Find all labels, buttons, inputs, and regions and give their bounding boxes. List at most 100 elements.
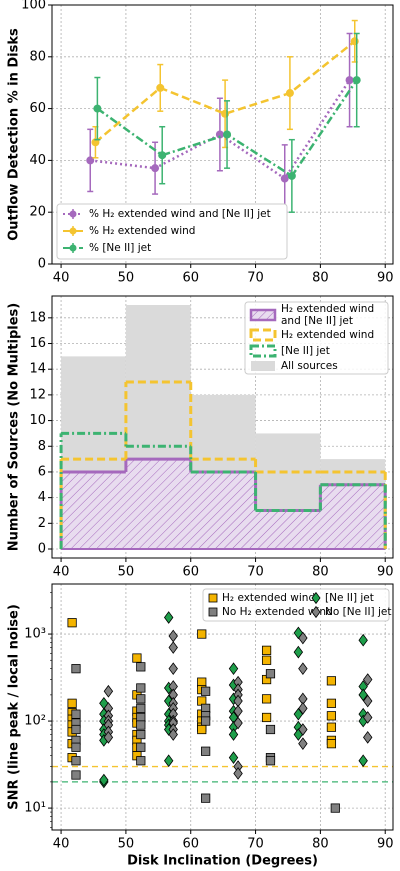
legend-patch (251, 361, 275, 371)
x-tick-label: 90 (377, 271, 394, 286)
x-tick-label: 60 (182, 837, 199, 852)
x-tick-label: 40 (53, 837, 70, 852)
point (285, 89, 294, 98)
x-tick-label: 40 (53, 565, 70, 580)
y-tick-label: 40 (29, 153, 46, 168)
legend-label: H₂ extended wind and [Ne II] jet (281, 303, 375, 327)
point (287, 171, 296, 180)
point (168, 662, 178, 676)
point (136, 729, 146, 740)
point (201, 716, 211, 726)
y-tick-label: 14 (29, 362, 46, 377)
legend-patch (249, 328, 277, 342)
point (71, 664, 81, 674)
legend-box (56, 203, 288, 260)
x-tick-label: 80 (312, 565, 329, 580)
legend-marker (208, 593, 218, 603)
point (163, 754, 174, 768)
y-tick-label: 6 (38, 464, 46, 479)
point (201, 793, 211, 803)
x-tick-label: 70 (247, 565, 264, 580)
y-tick-label: 12 (29, 387, 46, 402)
hist-hatch (255, 510, 321, 550)
x-tick-label: 80 (312, 271, 329, 286)
legend-label: No H₂ extended wind (222, 606, 333, 618)
y-tick-label: 8 (38, 439, 46, 454)
point (223, 130, 232, 139)
legend-label: % [Ne II] jet (89, 242, 151, 254)
point (326, 739, 337, 749)
point (197, 724, 207, 735)
plot-frame (51, 583, 394, 831)
point (350, 37, 359, 46)
point (261, 712, 272, 723)
legend-patch (249, 344, 277, 358)
point (293, 645, 304, 659)
legend-marker (69, 210, 77, 218)
series-line (90, 79, 351, 181)
point (330, 803, 340, 813)
point (71, 770, 81, 780)
legend-marker (208, 607, 218, 617)
point (132, 653, 142, 663)
point (136, 683, 146, 693)
point (228, 728, 239, 741)
y-tick-label: 10 (29, 413, 46, 428)
point (201, 746, 211, 756)
x-tick-label: 50 (118, 565, 135, 580)
point (99, 773, 109, 787)
legend-box (202, 588, 390, 622)
x-tick-label: 70 (247, 837, 264, 852)
legend-label: All sources (281, 360, 338, 372)
legend-label: % H₂ extended wind and [Ne II] jet (89, 208, 271, 220)
point (215, 130, 224, 139)
point (103, 684, 114, 698)
y-tick-label: 2 (38, 516, 46, 531)
point (261, 645, 272, 655)
point (265, 724, 276, 735)
point (326, 711, 337, 721)
y-tick-label: 60 (29, 101, 46, 116)
x-tick-label: 50 (118, 837, 135, 852)
point (345, 76, 354, 85)
point (228, 751, 239, 764)
legend-marker (69, 227, 77, 235)
point (298, 662, 308, 676)
point (136, 662, 146, 672)
y-tick-label: 10¹ (24, 801, 46, 816)
point (298, 702, 308, 715)
legend-label: No [Ne II] jet (325, 606, 392, 618)
point (326, 722, 337, 732)
legend-label-box: H₂ extended wind and [Ne II] jet (281, 303, 375, 327)
point (352, 76, 361, 85)
point (136, 756, 146, 766)
x-axis-label: Disk Inclination (Degrees) (127, 854, 318, 869)
x-tick-label: 60 (182, 271, 199, 286)
hist-hatch (125, 459, 191, 550)
legend-label: % H₂ extended wind (89, 225, 195, 237)
point (363, 694, 373, 708)
legend-patch (249, 308, 277, 322)
y-axis-label: Outflow Detection % in Disks (7, 28, 22, 241)
plot-frame (51, 4, 394, 265)
point (261, 694, 272, 704)
y-tick-label: 10² (24, 714, 46, 729)
point (358, 688, 368, 702)
y-axis-label: Number of Sources (No Multiples) (7, 303, 22, 551)
legend-label: [Ne II] jet (281, 345, 330, 357)
x-tick-label: 60 (182, 565, 199, 580)
point (136, 694, 146, 704)
point (71, 742, 81, 752)
legend-marker (311, 605, 321, 619)
point (298, 737, 308, 751)
point (326, 676, 337, 686)
legend-label: H₂ extended wind (222, 592, 315, 604)
x-tick-label: 90 (377, 565, 394, 580)
y-tick-label: 20 (29, 205, 46, 220)
point (363, 731, 373, 744)
point (228, 662, 239, 676)
hist-hatch (320, 484, 386, 550)
point (151, 164, 160, 173)
point (163, 611, 174, 624)
